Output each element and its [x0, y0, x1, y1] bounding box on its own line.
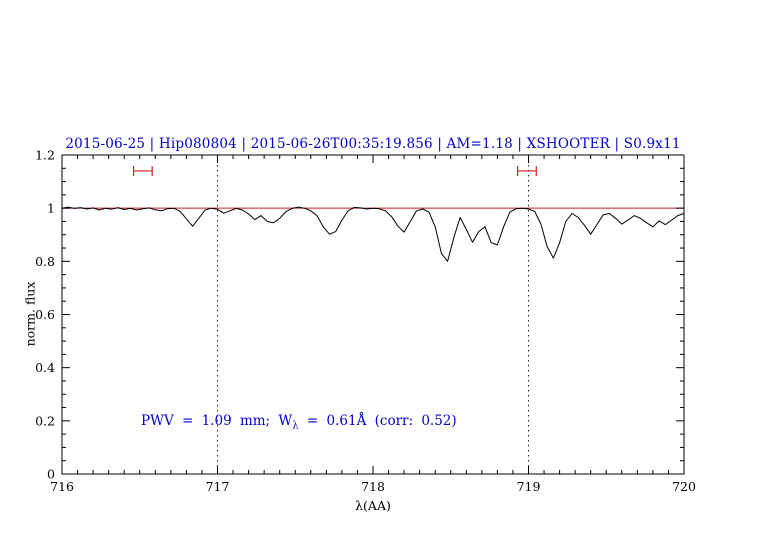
y-tick-label: 0.6: [35, 307, 55, 322]
x-tick-label: 716: [50, 479, 74, 494]
x-axis-label: λ(AA): [355, 498, 391, 513]
x-tick-label: 719: [517, 479, 541, 494]
y-tick-label: 0.2: [35, 413, 55, 428]
pwv-annotation-prefix: PWV = 1.09 mm; W: [141, 413, 293, 429]
lambda-subscript: λ: [292, 420, 299, 432]
x-tick-label: 720: [672, 479, 696, 494]
plot-title: 2015-06-25 | Hip080804 | 2015-06-26T00:3…: [65, 136, 681, 152]
pwv-annotation: PWV = 1.09 mm; Wλ = 0.61Å (corr: 0.52): [141, 413, 457, 432]
x-tick-label: 717: [206, 479, 230, 494]
y-tick-label: 1.2: [35, 148, 55, 163]
y-tick-label: 0.8: [35, 254, 55, 269]
pwv-annotation-suffix: = 0.61Å (corr: 0.52): [298, 413, 457, 429]
telluric-band-marker: [517, 165, 537, 176]
y-tick-label: 0.4: [35, 360, 55, 375]
x-tick-label: 718: [361, 479, 385, 494]
y-tick-label: 0: [47, 467, 55, 482]
y-tick-label: 1: [47, 201, 55, 216]
spectrum-line: [61, 206, 685, 262]
telluric-band-marker: [132, 165, 153, 176]
y-axis-label: norm. flux: [22, 281, 38, 347]
